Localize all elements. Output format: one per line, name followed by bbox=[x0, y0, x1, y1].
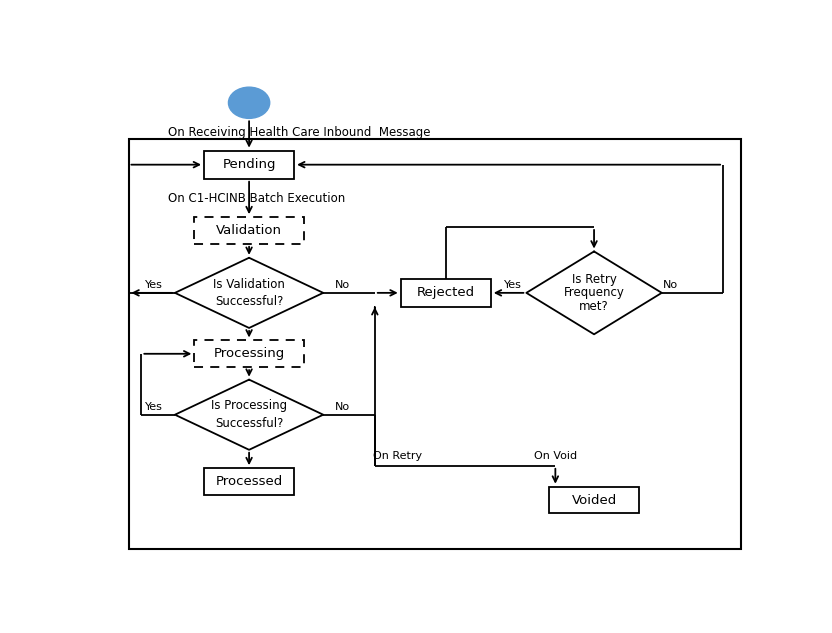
Text: Frequency: Frequency bbox=[563, 286, 625, 299]
Text: No: No bbox=[662, 280, 678, 289]
Text: Successful?: Successful? bbox=[215, 417, 283, 430]
Circle shape bbox=[229, 87, 270, 118]
Text: On C1-HCINB Batch Execution: On C1-HCINB Batch Execution bbox=[169, 192, 346, 205]
Text: Yes: Yes bbox=[145, 280, 162, 289]
Text: Successful?: Successful? bbox=[215, 295, 283, 308]
Text: met?: met? bbox=[579, 300, 609, 313]
Text: On Retry: On Retry bbox=[373, 451, 422, 461]
Text: Is Validation: Is Validation bbox=[213, 278, 285, 291]
Text: Rejected: Rejected bbox=[417, 286, 475, 299]
Bar bbox=[549, 487, 639, 513]
Text: Processing: Processing bbox=[214, 348, 285, 360]
Bar bbox=[204, 151, 295, 179]
Bar bbox=[195, 217, 304, 244]
Bar bbox=[204, 468, 295, 495]
Bar bbox=[401, 279, 491, 307]
Text: Voided: Voided bbox=[572, 494, 617, 506]
Text: Processed: Processed bbox=[215, 475, 283, 488]
Text: On Receiving Health Care Inbound  Message: On Receiving Health Care Inbound Message bbox=[169, 127, 431, 139]
Text: Validation: Validation bbox=[216, 224, 282, 237]
Text: Is Processing: Is Processing bbox=[211, 399, 287, 413]
Text: No: No bbox=[335, 403, 350, 412]
Text: On Void: On Void bbox=[534, 451, 577, 461]
Bar bbox=[128, 139, 741, 549]
Text: Is Retry: Is Retry bbox=[572, 273, 617, 285]
Text: Pending: Pending bbox=[222, 158, 276, 171]
Text: Yes: Yes bbox=[145, 403, 162, 412]
Text: No: No bbox=[335, 280, 350, 289]
Bar bbox=[195, 341, 304, 367]
Text: Yes: Yes bbox=[504, 280, 522, 289]
